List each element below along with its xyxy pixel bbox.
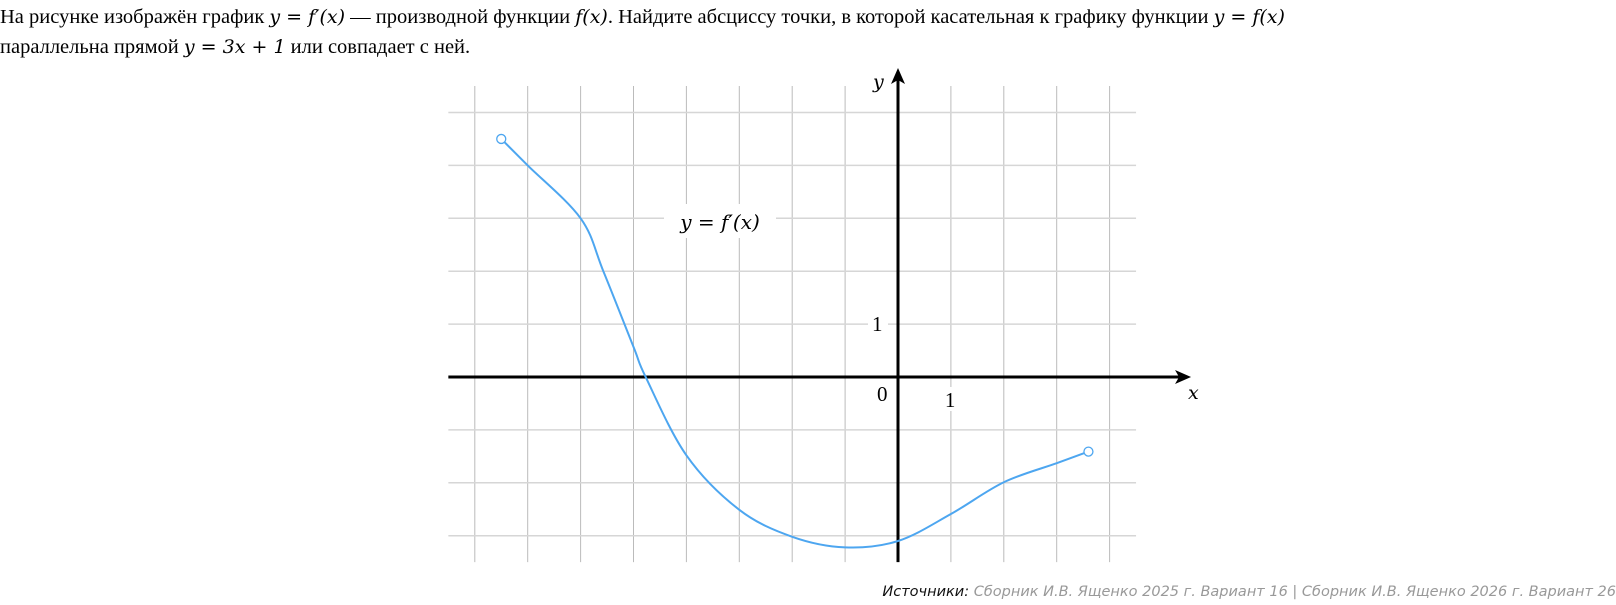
y-axis-label: y [872, 71, 884, 93]
y-tick-label-1: 1 [872, 312, 883, 336]
math-line: y = 3x + 1 [183, 36, 286, 58]
open-endpoint-end [1083, 446, 1094, 457]
x-tick-label-1: 1 [945, 388, 956, 412]
sources-line: Источники: Сборник И.В. Ященко 2025 г. В… [882, 584, 1616, 600]
origin-label: 0 [877, 382, 888, 406]
x-axis-label: x [1188, 382, 1199, 404]
problem-statement: На рисунке изображён график y = f′(x) — … [0, 2, 1600, 62]
problem-text: — производной функции [345, 6, 576, 28]
problem-text: или совпадает с ней. [285, 36, 471, 58]
tick-label-bg [868, 314, 888, 335]
math-function-graph: y = f(x) [1213, 6, 1285, 28]
curve-label-bg [664, 204, 776, 238]
sources-label: Источники: [882, 584, 970, 600]
grid [448, 86, 1137, 563]
x-axis-arrow-icon [1175, 370, 1192, 384]
problem-text: На рисунке изображён график [0, 6, 270, 28]
y-axis-arrow-icon [891, 68, 905, 85]
math-derivative-graph: y = f′(x) [269, 6, 346, 28]
sources-text: Сборник И.В. Ященко 2025 г. Вариант 16 |… [973, 584, 1616, 600]
math-function: f(x) [575, 6, 608, 28]
problem-text: . Найдите абсциссу точки, в которой каса… [607, 6, 1214, 28]
open-endpoint-start [496, 133, 507, 145]
tick-label-bg [941, 387, 960, 411]
derivative-curve [500, 138, 1089, 549]
problem-text: параллельна прямой [0, 36, 184, 58]
axes [448, 68, 1192, 563]
curve-label: y = f′(x) [679, 210, 760, 234]
